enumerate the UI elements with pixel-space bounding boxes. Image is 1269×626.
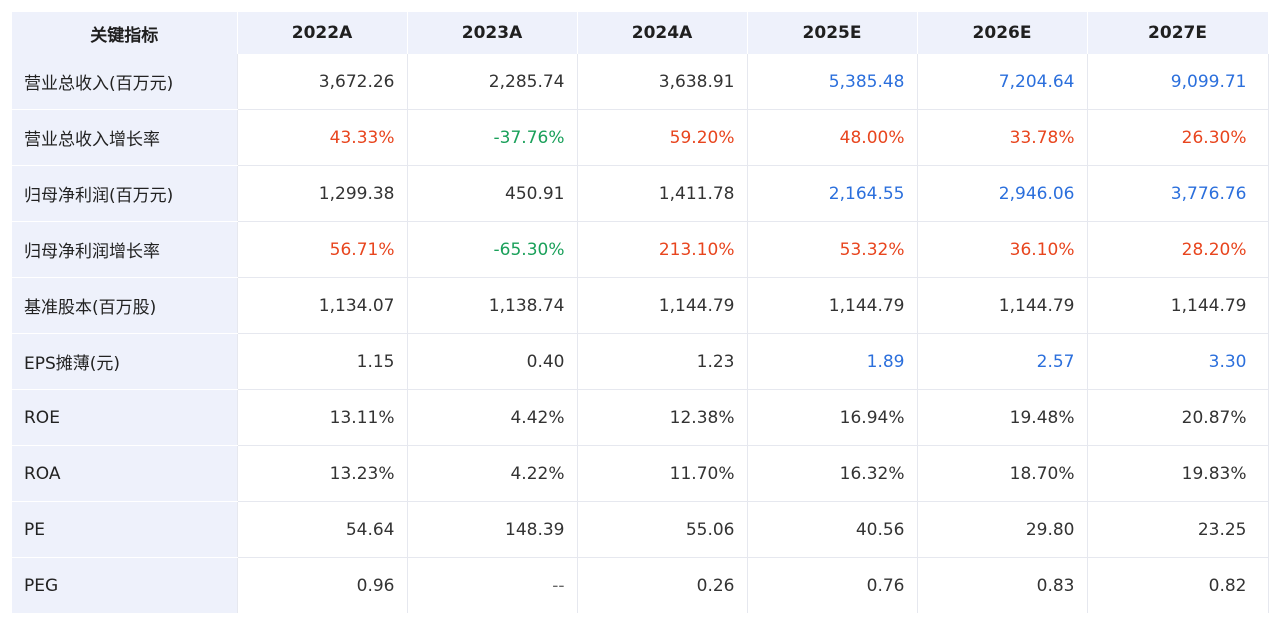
cell-value-growth-positive: 28.20%	[1087, 221, 1269, 278]
cell-value: 2,285.74	[407, 54, 578, 110]
cell-value: 20.87%	[1087, 389, 1269, 446]
header-year-2027e: 2027E	[1087, 12, 1269, 54]
cell-value-estimate: 2,946.06	[917, 165, 1088, 222]
table-header-row: 关键指标 2022A 2023A 2024A 2025E 2026E 2027E	[12, 12, 1269, 54]
cell-value: 1,144.79	[917, 277, 1088, 334]
row-label-net-profit: 归母净利润(百万元)	[12, 165, 238, 222]
row-label-roe: ROE	[12, 389, 238, 446]
cell-value: 13.23%	[237, 445, 408, 502]
cell-value-estimate: 5,385.48	[747, 54, 918, 110]
cell-value-growth-negative: -37.76%	[407, 109, 578, 166]
cell-value-growth-positive: 26.30%	[1087, 109, 1269, 166]
key-metrics-table: 关键指标 2022A 2023A 2024A 2025E 2026E 2027E…	[12, 12, 1269, 613]
cell-value: 0.26	[577, 557, 748, 613]
cell-value: 1,299.38	[237, 165, 408, 222]
row-label-net-profit-growth: 归母净利润增长率	[12, 221, 238, 278]
cell-value: 1,144.79	[1087, 277, 1269, 334]
header-year-2026e: 2026E	[917, 12, 1088, 54]
cell-value: 1.23	[577, 333, 748, 390]
cell-value-growth-positive: 36.10%	[917, 221, 1088, 278]
cell-value-growth-positive: 59.20%	[577, 109, 748, 166]
cell-value: 23.25	[1087, 501, 1269, 558]
row-label-roa: ROA	[12, 445, 238, 502]
cell-value-estimate: 2.57	[917, 333, 1088, 390]
key-metrics-table-container: 关键指标 2022A 2023A 2024A 2025E 2026E 2027E…	[12, 12, 1269, 613]
table-row-roa: ROA 13.23% 4.22% 11.70% 16.32% 18.70% 19…	[12, 445, 1269, 502]
cell-value: 450.91	[407, 165, 578, 222]
cell-value: 0.83	[917, 557, 1088, 613]
cell-value: 4.22%	[407, 445, 578, 502]
row-label-revenue: 营业总收入(百万元)	[12, 54, 238, 110]
cell-value: 3,672.26	[237, 54, 408, 110]
cell-value: 0.96	[237, 557, 408, 613]
cell-value-growth-positive: 213.10%	[577, 221, 748, 278]
row-label-pe: PE	[12, 501, 238, 558]
cell-value-growth-positive: 33.78%	[917, 109, 1088, 166]
cell-value: 0.82	[1087, 557, 1269, 613]
cell-value-estimate: 2,164.55	[747, 165, 918, 222]
cell-value-growth-negative: -65.30%	[407, 221, 578, 278]
row-label-eps: EPS摊薄(元)	[12, 333, 238, 390]
cell-value-growth-positive: 48.00%	[747, 109, 918, 166]
table-row-net-profit: 归母净利润(百万元) 1,299.38 450.91 1,411.78 2,16…	[12, 165, 1269, 222]
cell-value: 29.80	[917, 501, 1088, 558]
cell-value: 1,134.07	[237, 277, 408, 334]
cell-value: 1,144.79	[577, 277, 748, 334]
cell-value: 148.39	[407, 501, 578, 558]
cell-value: 0.76	[747, 557, 918, 613]
table-row-revenue: 营业总收入(百万元) 3,672.26 2,285.74 3,638.91 5,…	[12, 54, 1269, 110]
cell-value: 19.48%	[917, 389, 1088, 446]
cell-value-estimate: 9,099.71	[1087, 54, 1269, 110]
table-row-revenue-growth: 营业总收入增长率 43.33% -37.76% 59.20% 48.00% 33…	[12, 109, 1269, 166]
cell-value: 1.15	[237, 333, 408, 390]
cell-value: 1,411.78	[577, 165, 748, 222]
header-label: 关键指标	[12, 12, 238, 54]
cell-value: 1,144.79	[747, 277, 918, 334]
cell-value: 19.83%	[1087, 445, 1269, 502]
cell-value-estimate: 7,204.64	[917, 54, 1088, 110]
row-label-revenue-growth: 营业总收入增长率	[12, 109, 238, 166]
table-row-share-capital: 基准股本(百万股) 1,134.07 1,138.74 1,144.79 1,1…	[12, 277, 1269, 334]
cell-value: 1,138.74	[407, 277, 578, 334]
table-row-net-profit-growth: 归母净利润增长率 56.71% -65.30% 213.10% 53.32% 3…	[12, 221, 1269, 278]
cell-value-estimate: 1.89	[747, 333, 918, 390]
table-row-roe: ROE 13.11% 4.42% 12.38% 16.94% 19.48% 20…	[12, 389, 1269, 446]
cell-value: 3,638.91	[577, 54, 748, 110]
cell-value: 55.06	[577, 501, 748, 558]
header-year-2025e: 2025E	[747, 12, 918, 54]
cell-value-growth-positive: 56.71%	[237, 221, 408, 278]
cell-value: 11.70%	[577, 445, 748, 502]
cell-value: 13.11%	[237, 389, 408, 446]
cell-value: 4.42%	[407, 389, 578, 446]
table-row-peg: PEG 0.96 -- 0.26 0.76 0.83 0.82	[12, 557, 1269, 613]
cell-value-growth-positive: 43.33%	[237, 109, 408, 166]
cell-value: 0.40	[407, 333, 578, 390]
cell-value-empty: --	[407, 557, 578, 613]
header-year-2023a: 2023A	[407, 12, 578, 54]
table-row-pe: PE 54.64 148.39 55.06 40.56 29.80 23.25	[12, 501, 1269, 558]
cell-value: 16.32%	[747, 445, 918, 502]
cell-value-estimate: 3,776.76	[1087, 165, 1269, 222]
table-row-eps: EPS摊薄(元) 1.15 0.40 1.23 1.89 2.57 3.30	[12, 333, 1269, 390]
cell-value: 40.56	[747, 501, 918, 558]
cell-value: 16.94%	[747, 389, 918, 446]
header-year-2024a: 2024A	[577, 12, 748, 54]
cell-value: 12.38%	[577, 389, 748, 446]
cell-value: 18.70%	[917, 445, 1088, 502]
header-year-2022a: 2022A	[237, 12, 408, 54]
cell-value-estimate: 3.30	[1087, 333, 1269, 390]
row-label-peg: PEG	[12, 557, 238, 613]
cell-value: 54.64	[237, 501, 408, 558]
cell-value-growth-positive: 53.32%	[747, 221, 918, 278]
row-label-share-capital: 基准股本(百万股)	[12, 277, 238, 334]
